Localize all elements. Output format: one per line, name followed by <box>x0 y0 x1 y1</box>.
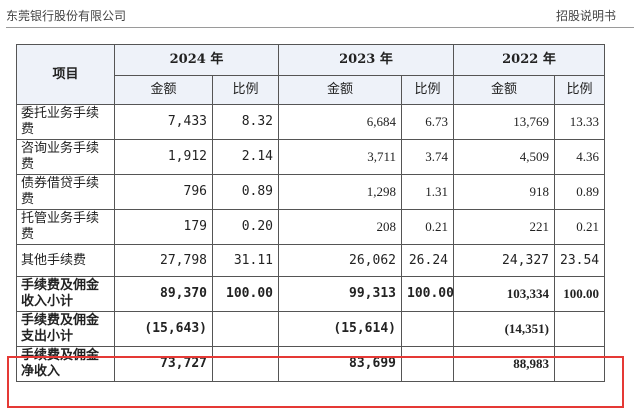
cell-value: (15,643) <box>114 311 213 347</box>
table-row: 其他手续费 27,798 31.11 26,062 26.24 24,327 2… <box>16 244 605 277</box>
cell-value: 13.33 <box>554 104 605 140</box>
cell-value: 27,798 <box>114 244 213 277</box>
cell-value <box>554 346 605 382</box>
row-label: 委托业务手续费 <box>16 104 115 140</box>
cell-value: (14,351) <box>453 311 555 347</box>
cell-value: 0.21 <box>401 209 454 245</box>
year-header-2022: 2022 年 <box>453 44 605 76</box>
cell-value: 1.31 <box>401 174 454 210</box>
cell-value: 796 <box>114 174 213 210</box>
cell-value: 1,298 <box>278 174 402 210</box>
cell-value: 24,327 <box>453 244 555 277</box>
ratio-header: 比例 <box>212 75 279 105</box>
cell-value: 0.20 <box>212 209 279 245</box>
cell-value: 0.89 <box>554 174 605 210</box>
ratio-header: 比例 <box>554 75 605 105</box>
cell-value <box>401 346 454 382</box>
amount-header: 金额 <box>453 75 555 105</box>
cell-value: 2.14 <box>212 139 279 175</box>
table-row: 委托业务手续费 7,433 8.32 6,684 6.73 13,769 13.… <box>16 104 605 140</box>
cell-value: 26.24 <box>401 244 454 277</box>
cell-value: 208 <box>278 209 402 245</box>
row-label: 其他手续费 <box>16 244 115 277</box>
cell-value <box>401 311 454 347</box>
cell-value <box>554 311 605 347</box>
company-name: 东莞银行股份有限公司 <box>6 9 127 23</box>
cell-value: 6.73 <box>401 104 454 140</box>
item-header: 项目 <box>16 44 115 105</box>
cell-value: 1,912 <box>114 139 213 175</box>
table-row: 咨询业务手续费 1,912 2.14 3,711 3.74 4,509 4.36 <box>16 139 605 175</box>
cell-value: 73,727 <box>114 346 213 382</box>
cell-value: 0.21 <box>554 209 605 245</box>
cell-value: 221 <box>453 209 555 245</box>
table-row: 债券借贷手续费 796 0.89 1,298 1.31 918 0.89 <box>16 174 605 210</box>
page-header: 东莞银行股份有限公司 招股说明书 <box>6 0 634 29</box>
amount-header: 金额 <box>278 75 402 105</box>
cell-value: 88,983 <box>453 346 555 382</box>
cell-value: 100.00 <box>554 276 605 312</box>
amount-header: 金额 <box>114 75 213 105</box>
cell-value: 83,699 <box>278 346 402 382</box>
row-label: 托管业务手续费 <box>16 209 115 245</box>
cell-value: (15,614) <box>278 311 402 347</box>
cell-value: 23.54 <box>554 244 605 277</box>
cell-value: 89,370 <box>114 276 213 312</box>
fee-income-table: 项目 2024 年 2023 年 2022 年 金额 比例 金额 比例 金额 比… <box>16 44 605 382</box>
header-rule <box>6 27 634 28</box>
cell-value: 103,334 <box>453 276 555 312</box>
document-title: 招股说明书 <box>555 9 616 23</box>
cell-value <box>212 346 279 382</box>
cell-value: 100.00 <box>212 276 279 312</box>
cell-value: 100.00 <box>401 276 454 312</box>
table-row: 托管业务手续费 179 0.20 208 0.21 221 0.21 <box>16 209 605 245</box>
cell-value: 179 <box>114 209 213 245</box>
table-row-subtotal-income: 手续费及佣金收入小计 89,370 100.00 99,313 100.00 1… <box>16 276 605 312</box>
cell-value: 13,769 <box>453 104 555 140</box>
cell-value: 918 <box>453 174 555 210</box>
cell-value: 99,313 <box>278 276 402 312</box>
cell-value: 8.32 <box>212 104 279 140</box>
row-label: 手续费及佣金净收入 <box>16 346 115 382</box>
ratio-header: 比例 <box>401 75 454 105</box>
cell-value: 4.36 <box>554 139 605 175</box>
table-row-net-income: 手续费及佣金净收入 73,727 83,699 88,983 <box>16 346 605 382</box>
row-label: 手续费及佣金支出小计 <box>16 311 115 347</box>
cell-value: 26,062 <box>278 244 402 277</box>
row-label: 债券借贷手续费 <box>16 174 115 210</box>
year-header-2024: 2024 年 <box>114 44 279 76</box>
cell-value: 0.89 <box>212 174 279 210</box>
cell-value: 3.74 <box>401 139 454 175</box>
cell-value <box>212 311 279 347</box>
year-header-2023: 2023 年 <box>278 44 454 76</box>
cell-value: 31.11 <box>212 244 279 277</box>
cell-value: 4,509 <box>453 139 555 175</box>
cell-value: 3,711 <box>278 139 402 175</box>
cell-value: 6,684 <box>278 104 402 140</box>
table-row-subtotal-expense: 手续费及佣金支出小计 (15,643) (15,614) (14,351) <box>16 311 605 347</box>
row-label: 咨询业务手续费 <box>16 139 115 175</box>
row-label: 手续费及佣金收入小计 <box>16 276 115 312</box>
cell-value: 7,433 <box>114 104 213 140</box>
